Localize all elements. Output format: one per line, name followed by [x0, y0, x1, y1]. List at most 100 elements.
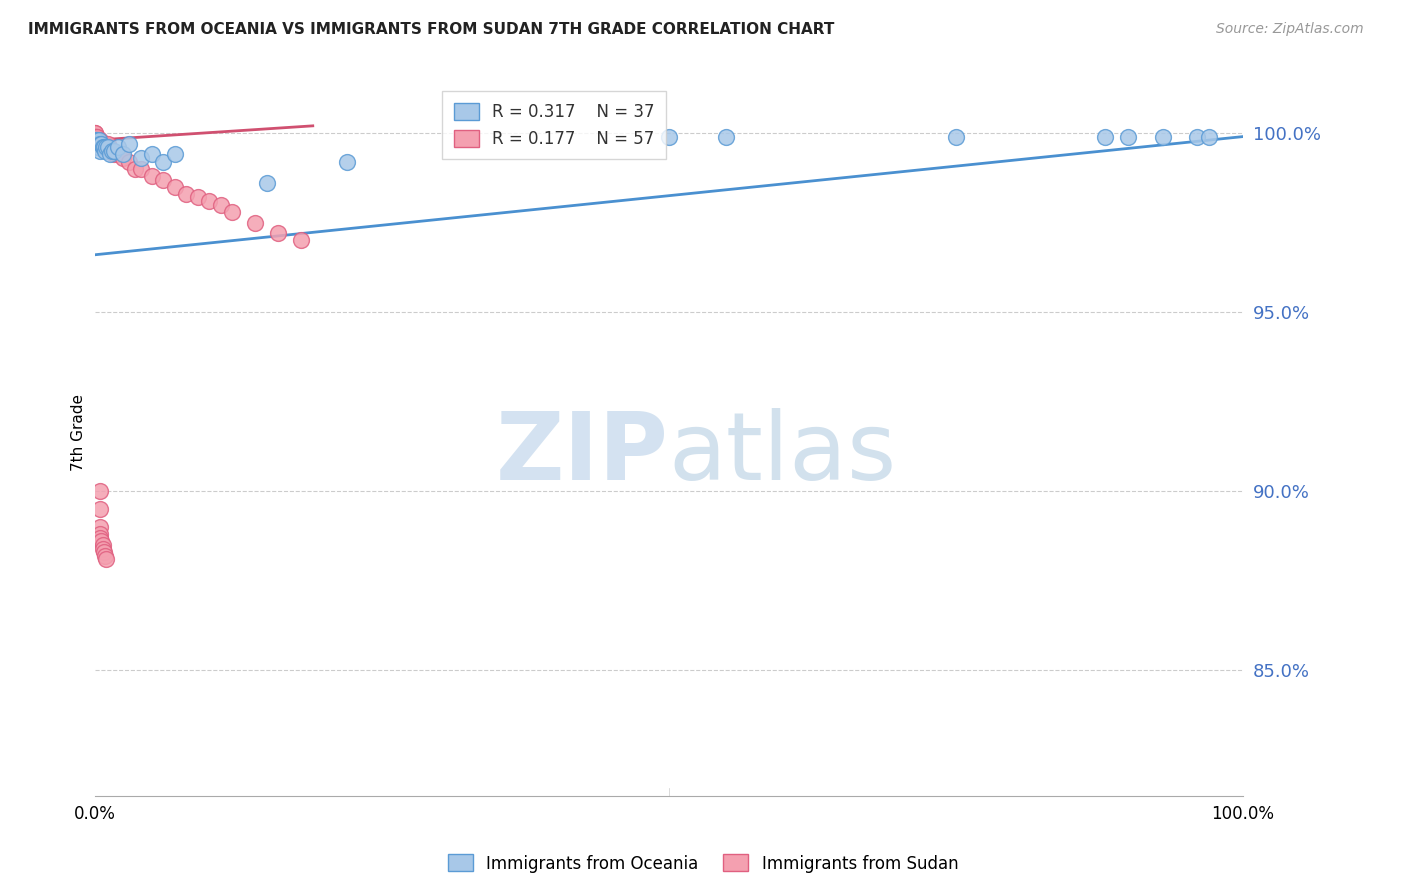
Point — [267, 227, 290, 241]
Point — [93, 545, 115, 559]
Point — [84, 133, 107, 147]
Point — [90, 136, 112, 151]
Point — [86, 129, 108, 144]
Point — [1152, 129, 1174, 144]
Point — [658, 129, 681, 144]
Point — [90, 534, 112, 549]
Point — [84, 126, 107, 140]
Point — [84, 133, 107, 147]
Point — [84, 129, 107, 144]
Point — [245, 216, 267, 230]
Point — [118, 154, 141, 169]
Point — [141, 169, 163, 183]
Point — [89, 531, 111, 545]
Point — [94, 549, 117, 563]
Point — [87, 133, 110, 147]
Point — [86, 136, 108, 151]
Point — [91, 541, 114, 556]
Point — [714, 129, 737, 144]
Point — [89, 520, 111, 534]
Point — [84, 129, 107, 144]
Text: Source: ZipAtlas.com: Source: ZipAtlas.com — [1216, 22, 1364, 37]
Point — [1185, 129, 1208, 144]
Y-axis label: 7th Grade: 7th Grade — [72, 393, 86, 471]
Point — [141, 147, 163, 161]
Point — [91, 136, 114, 151]
Point — [187, 190, 209, 204]
Point — [91, 140, 114, 154]
Point — [94, 140, 117, 154]
Point — [89, 527, 111, 541]
Point — [103, 144, 125, 158]
Point — [336, 154, 359, 169]
Text: atlas: atlas — [669, 408, 897, 500]
Point — [89, 133, 111, 147]
Point — [89, 484, 111, 499]
Point — [152, 172, 174, 186]
Point — [152, 154, 174, 169]
Point — [89, 140, 111, 154]
Point — [84, 133, 107, 147]
Point — [129, 161, 152, 176]
Point — [94, 140, 117, 154]
Text: ZIP: ZIP — [496, 408, 669, 500]
Point — [209, 197, 232, 211]
Point — [1198, 129, 1220, 144]
Point — [89, 136, 111, 151]
Point — [87, 136, 110, 151]
Point — [84, 133, 107, 147]
Point — [86, 133, 108, 147]
Point — [256, 176, 278, 190]
Point — [89, 144, 111, 158]
Point — [98, 144, 121, 158]
Point — [84, 129, 107, 144]
Point — [124, 161, 146, 176]
Point — [112, 147, 135, 161]
Point — [198, 194, 221, 208]
Legend: Immigrants from Oceania, Immigrants from Sudan: Immigrants from Oceania, Immigrants from… — [441, 847, 965, 880]
Text: IMMIGRANTS FROM OCEANIA VS IMMIGRANTS FROM SUDAN 7TH GRADE CORRELATION CHART: IMMIGRANTS FROM OCEANIA VS IMMIGRANTS FR… — [28, 22, 835, 37]
Point — [84, 136, 107, 151]
Point — [87, 140, 110, 154]
Point — [101, 144, 124, 158]
Point — [84, 133, 107, 147]
Point — [163, 179, 186, 194]
Point — [97, 140, 120, 154]
Point — [84, 126, 107, 140]
Point — [91, 538, 114, 552]
Point — [89, 136, 111, 151]
Point — [103, 147, 125, 161]
Point — [97, 136, 120, 151]
Point — [84, 133, 107, 147]
Point — [290, 234, 312, 248]
Point — [107, 147, 129, 161]
Point — [945, 129, 967, 144]
Point — [87, 136, 110, 151]
Point — [94, 140, 117, 154]
Legend: R = 0.317    N = 37, R = 0.177    N = 57: R = 0.317 N = 37, R = 0.177 N = 57 — [441, 91, 666, 160]
Point — [163, 147, 186, 161]
Point — [86, 136, 108, 151]
Point — [94, 552, 117, 566]
Point — [84, 136, 107, 151]
Point — [93, 140, 115, 154]
Point — [118, 136, 141, 151]
Point — [1116, 129, 1139, 144]
Point — [86, 140, 108, 154]
Point — [90, 140, 112, 154]
Point — [129, 151, 152, 165]
Point — [84, 129, 107, 144]
Point — [101, 144, 124, 158]
Point — [112, 151, 135, 165]
Point — [176, 186, 198, 201]
Point — [98, 147, 121, 161]
Point — [221, 204, 243, 219]
Point — [1094, 129, 1116, 144]
Point — [84, 133, 107, 147]
Point — [84, 133, 107, 147]
Point — [89, 133, 111, 147]
Point — [89, 136, 111, 151]
Point — [93, 140, 115, 154]
Point — [94, 144, 117, 158]
Point — [89, 502, 111, 516]
